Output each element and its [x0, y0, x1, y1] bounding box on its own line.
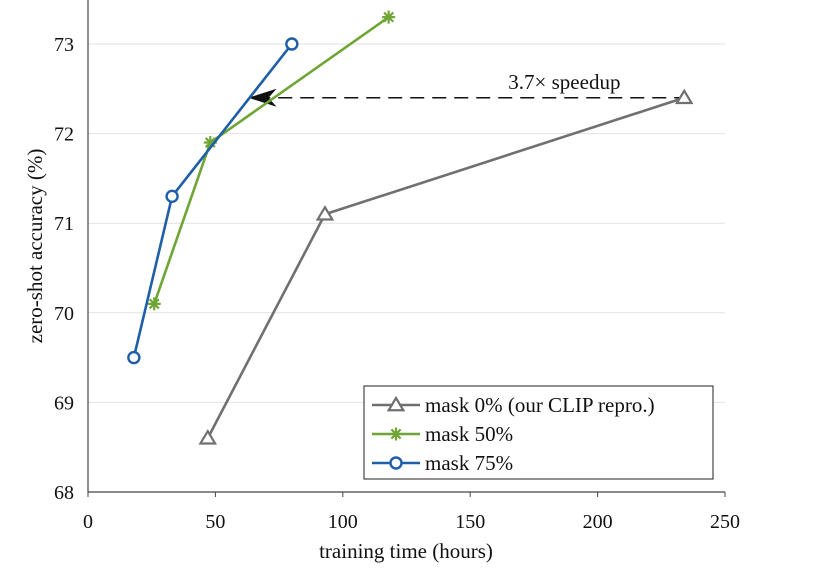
legend-marker	[389, 456, 403, 470]
series-line	[132, 43, 293, 358]
legend-marker	[386, 395, 406, 412]
x-tick-label: 250	[710, 511, 740, 533]
legend: mask 0% (our CLIP repro.) mask 50% mask 75…	[363, 385, 714, 480]
data-point	[674, 88, 694, 105]
axes	[87, 0, 725, 493]
series	[127, 10, 694, 445]
series-mask-50	[147, 10, 396, 311]
data-point	[285, 37, 299, 51]
x-tick-label: 100	[328, 511, 358, 533]
legend-item: mask 0% (our CLIP repro.)	[372, 393, 655, 417]
asterisk-stroke	[148, 298, 160, 310]
x-tick-label: 150	[455, 511, 485, 533]
data-point	[127, 350, 141, 365]
speedup-label: 3.7× speedup	[508, 70, 620, 94]
series-line	[153, 16, 390, 305]
series-mask-0	[198, 88, 694, 445]
x-tick-label: 50	[205, 511, 225, 533]
y-tick-label: 73	[54, 34, 74, 56]
x-tick-label: 200	[583, 511, 613, 533]
legend-marker	[389, 427, 403, 441]
data-point	[165, 189, 179, 204]
y-tick-label: 71	[54, 213, 74, 235]
data-point	[382, 10, 396, 24]
speedup-annotation: 3.7× speedup	[248, 70, 689, 107]
legend-label: mask 75%	[425, 451, 513, 475]
legend-item: mask 75%	[372, 451, 513, 475]
x-axis-title: training time (hours)	[319, 539, 493, 563]
y-tick-label: 68	[54, 482, 74, 504]
y-tick-label: 70	[54, 303, 74, 325]
legend-box	[363, 385, 714, 480]
tick-labels: 68 69 70 71 72 73 0 50 100 150 200 250	[54, 34, 740, 533]
data-point	[198, 429, 218, 445]
legend-label: mask 0% (our CLIP repro.)	[425, 393, 655, 417]
y-tick-label: 72	[54, 124, 74, 146]
legend-item: mask 50%	[372, 422, 513, 446]
legend-label: mask 50%	[425, 422, 513, 446]
asterisk-stroke	[390, 428, 402, 440]
y-axis-title: zero-shot accuracy (%)	[23, 149, 47, 344]
series-mask-75	[127, 37, 299, 365]
asterisk-stroke	[383, 11, 395, 23]
x-tick-label: 0	[83, 511, 93, 533]
y-tick-label: 69	[54, 392, 74, 414]
data-point	[147, 297, 161, 311]
data-point	[315, 205, 335, 221]
asterisk-stroke	[204, 137, 216, 148]
